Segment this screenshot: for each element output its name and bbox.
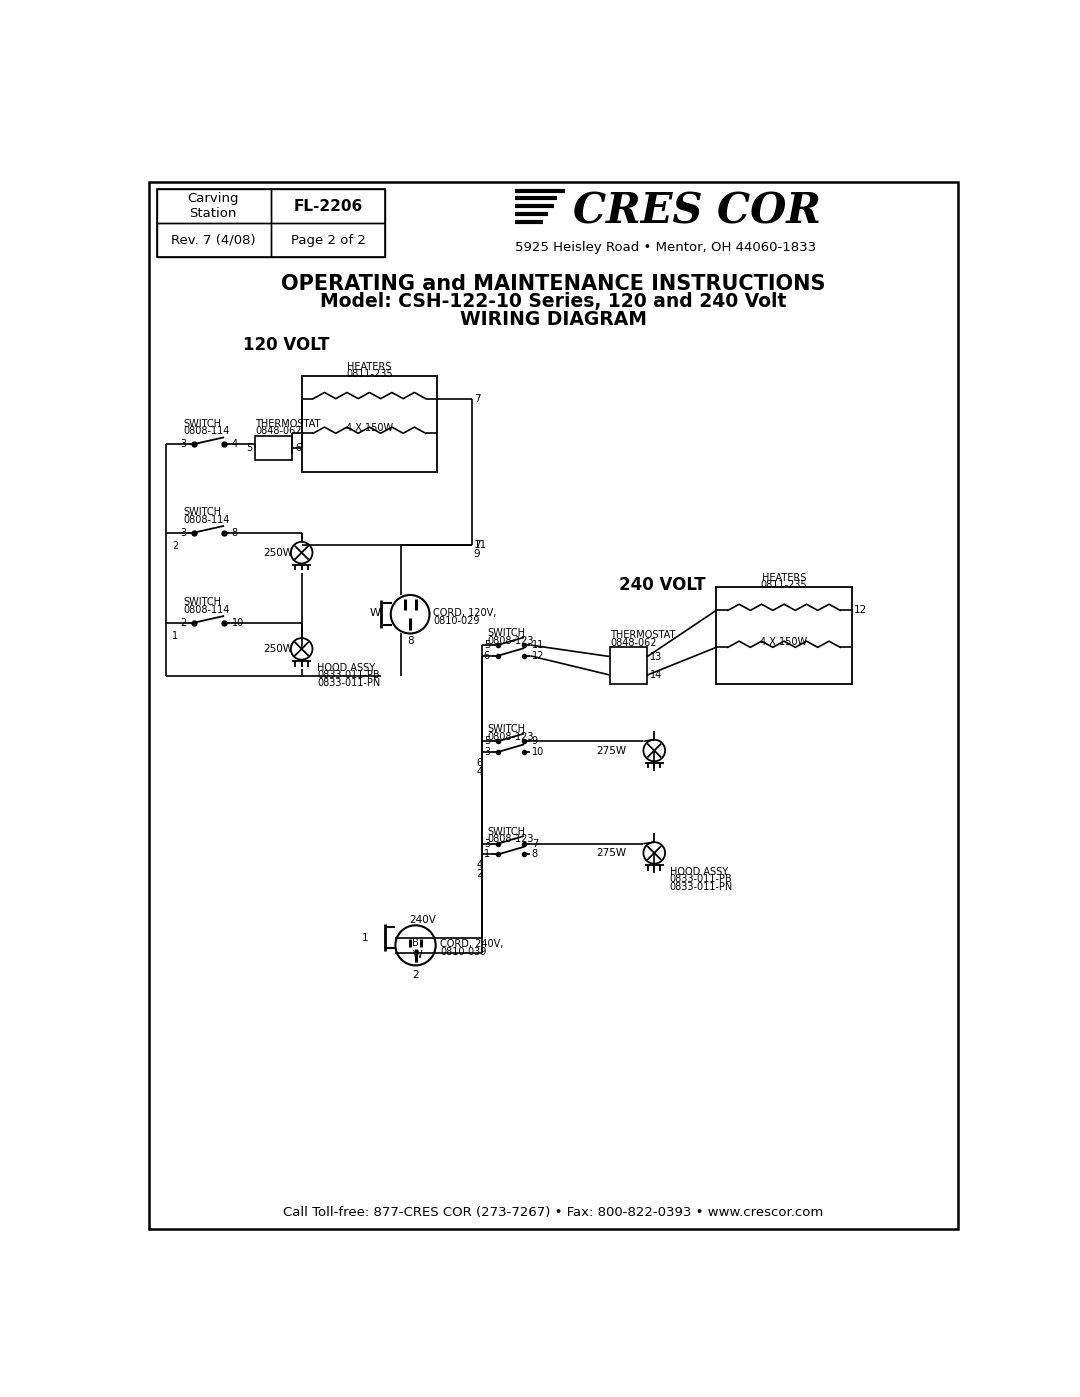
Text: Page 2 of 2: Page 2 of 2: [291, 233, 365, 246]
Bar: [157, 189, 386, 257]
Text: SWITCH: SWITCH: [184, 598, 221, 608]
Text: 13: 13: [650, 651, 663, 662]
Text: 8: 8: [531, 849, 538, 859]
Text: 3: 3: [484, 838, 490, 849]
Text: 9: 9: [474, 549, 481, 559]
Text: 240 VOLT: 240 VOLT: [619, 576, 705, 594]
Text: Model: CSH-122-10 Series, 120 and 240 Volt: Model: CSH-122-10 Series, 120 and 240 Vo…: [321, 292, 786, 312]
Text: Carving
Station: Carving Station: [188, 193, 239, 221]
Text: FL-2206: FL-2206: [294, 198, 363, 214]
Text: 8: 8: [232, 528, 238, 538]
Text: SWITCH: SWITCH: [184, 419, 221, 429]
Text: Call Toll-free: 877-CRES COR (273-7267) • Fax: 800-822-0393 • www.crescor.com: Call Toll-free: 877-CRES COR (273-7267) …: [283, 1206, 824, 1218]
Text: 10: 10: [232, 617, 244, 627]
Text: 275W: 275W: [596, 848, 626, 858]
Text: OPERATING and MAINTENANCE INSTRUCTIONS: OPERATING and MAINTENANCE INSTRUCTIONS: [281, 274, 826, 293]
Text: CORD, 240V,: CORD, 240V,: [441, 939, 503, 949]
Text: 2: 2: [413, 970, 419, 979]
Text: 4: 4: [232, 439, 238, 448]
Text: 0833-011-PN: 0833-011-PN: [318, 678, 380, 689]
Text: 7: 7: [474, 539, 481, 550]
Text: 0808-123: 0808-123: [488, 834, 535, 844]
Text: 0808-123: 0808-123: [488, 732, 535, 742]
Text: 1: 1: [173, 631, 178, 641]
Text: 8: 8: [407, 636, 414, 645]
Text: 0808-114: 0808-114: [184, 426, 230, 436]
Text: 9: 9: [531, 736, 538, 746]
Text: CRES COR: CRES COR: [572, 191, 821, 233]
Text: 12: 12: [531, 651, 544, 661]
Bar: [610, 647, 647, 685]
Text: 0810-039: 0810-039: [441, 947, 487, 957]
Text: 2: 2: [172, 541, 178, 550]
Text: 5: 5: [246, 443, 252, 453]
Text: 240V: 240V: [409, 915, 436, 925]
Text: Rev. 7 (4/08): Rev. 7 (4/08): [171, 233, 256, 246]
Text: 7: 7: [531, 838, 538, 849]
Text: 0808-123: 0808-123: [488, 636, 535, 645]
Text: HEATERS: HEATERS: [761, 573, 807, 584]
Text: 0811-235: 0811-235: [760, 580, 808, 591]
Text: 4 X 150W: 4 X 150W: [760, 637, 808, 647]
Text: 0833-011-PN: 0833-011-PN: [670, 882, 733, 893]
Text: 11: 11: [474, 539, 487, 550]
Text: 275W: 275W: [596, 746, 626, 756]
Text: HEATERS: HEATERS: [348, 362, 392, 372]
Text: W: W: [413, 950, 422, 960]
Text: 0833-011-PB: 0833-011-PB: [318, 671, 380, 680]
Text: 5: 5: [484, 736, 490, 746]
Text: 1: 1: [484, 849, 490, 859]
Text: THERMOSTAT: THERMOSTAT: [610, 630, 675, 640]
Text: THERMOSTAT: THERMOSTAT: [255, 419, 321, 429]
Bar: [157, 224, 271, 257]
Text: 250W: 250W: [262, 548, 293, 557]
Bar: [271, 189, 384, 224]
Text: 0833-011-PB: 0833-011-PB: [670, 875, 732, 884]
Text: 12: 12: [854, 605, 867, 616]
Text: 120 VOLT: 120 VOLT: [243, 335, 329, 353]
Text: SWITCH: SWITCH: [488, 725, 526, 735]
Text: 0808-114: 0808-114: [184, 515, 230, 525]
Text: WIRING DIAGRAM: WIRING DIAGRAM: [460, 310, 647, 330]
Text: 14: 14: [650, 671, 663, 680]
Bar: [271, 224, 384, 257]
Text: 2: 2: [180, 617, 186, 627]
Text: W: W: [369, 608, 380, 617]
Text: 5925 Heisley Road • Mentor, OH 44060-1833: 5925 Heisley Road • Mentor, OH 44060-183…: [515, 240, 815, 254]
Text: 6: 6: [476, 757, 482, 768]
Text: SWITCH: SWITCH: [488, 827, 526, 837]
Bar: [301, 376, 437, 472]
Text: SWITCH: SWITCH: [184, 507, 221, 517]
Text: 0811-235: 0811-235: [346, 369, 393, 379]
Text: 7: 7: [474, 394, 481, 404]
Text: 4: 4: [476, 767, 482, 777]
Text: 10: 10: [531, 747, 544, 757]
Bar: [157, 189, 271, 224]
Bar: [255, 436, 293, 460]
Text: SWITCH: SWITCH: [488, 629, 526, 638]
Text: 1: 1: [362, 933, 368, 943]
Bar: [716, 587, 852, 683]
Text: 3: 3: [484, 747, 490, 757]
Text: 0848-062: 0848-062: [255, 426, 301, 436]
Text: 4: 4: [476, 861, 482, 870]
Text: 5: 5: [484, 640, 490, 650]
Text: CORD, 120V,: CORD, 120V,: [433, 608, 497, 617]
Text: 6: 6: [296, 443, 301, 453]
Text: 11: 11: [531, 640, 544, 650]
Text: 6: 6: [484, 651, 490, 661]
Text: HOOD ASSY: HOOD ASSY: [670, 866, 728, 877]
Text: 4 X 150W: 4 X 150W: [346, 422, 393, 433]
Text: 3: 3: [180, 439, 186, 448]
Text: 3: 3: [180, 528, 186, 538]
Text: 0810-029: 0810-029: [433, 616, 480, 626]
Text: HOOD ASSY: HOOD ASSY: [318, 662, 375, 673]
Text: 0848-062: 0848-062: [610, 638, 657, 648]
Text: 250W: 250W: [262, 644, 293, 654]
Text: 2: 2: [476, 869, 482, 880]
Text: B: B: [413, 937, 419, 949]
Text: 0808-114: 0808-114: [184, 605, 230, 615]
